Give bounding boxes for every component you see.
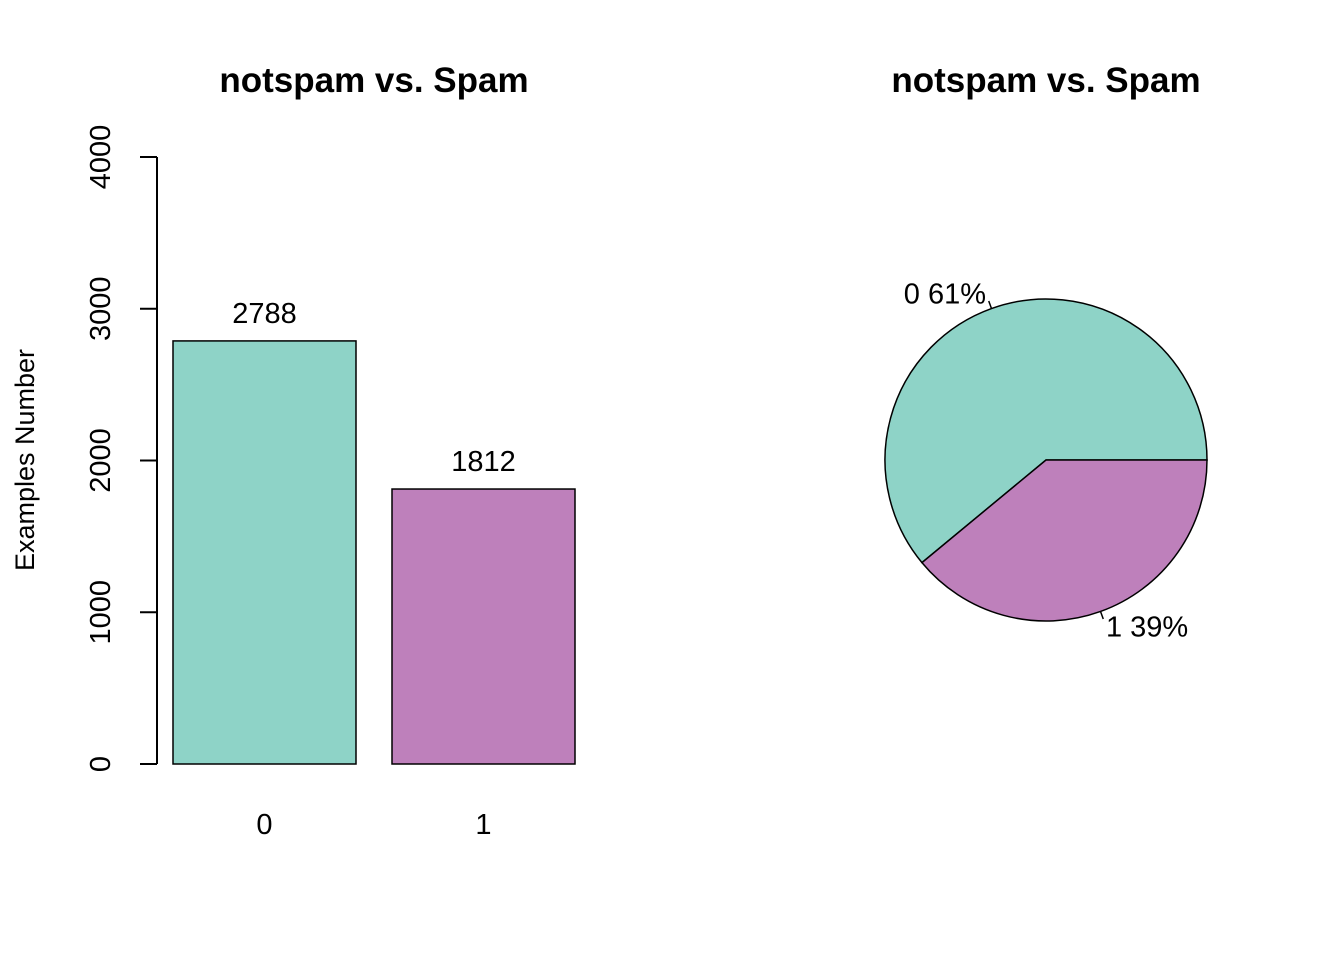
y-tick-label: 2000 <box>85 428 117 493</box>
pie-slice-0 <box>884 298 1208 564</box>
bar-chart-y-axis-label: Examples Number <box>10 349 40 571</box>
bar-chart-value-labels: 2788 1812 <box>232 298 516 478</box>
pie-slice-label: 1 39% <box>1106 612 1188 644</box>
bar-chart-y-ticks: 0 1000 2000 3000 4000 <box>85 125 157 772</box>
pie-chart-slice-labels: 0 61% 1 39% <box>904 278 1188 643</box>
x-category-label: 0 <box>256 809 272 841</box>
y-tick-label: 0 <box>85 756 117 772</box>
y-tick-label: 3000 <box>85 276 117 341</box>
pie-chart-slices <box>884 298 1208 622</box>
bar-value-label: 2788 <box>232 298 297 330</box>
bar-chart: notspam vs. Spam Examples Number 0 1000 20… <box>10 61 576 841</box>
y-tick-label: 1000 <box>85 580 117 645</box>
bar-1 <box>391 488 576 765</box>
pie-label-leader <box>988 300 993 309</box>
y-tick-label: 4000 <box>85 125 117 190</box>
x-category-label: 1 <box>475 809 491 841</box>
pie-chart: notspam vs. Spam 0 61% 1 39% <box>884 61 1208 644</box>
bar-value-label: 1812 <box>451 446 516 478</box>
bar-0 <box>172 340 357 765</box>
pie-chart-title: notspam vs. Spam <box>891 61 1200 100</box>
pie-slice-label: 0 61% <box>904 278 986 310</box>
bar-chart-title: notspam vs. Spam <box>219 61 528 100</box>
bar-chart-bars <box>172 340 576 765</box>
pie-label-leader <box>1099 611 1104 620</box>
